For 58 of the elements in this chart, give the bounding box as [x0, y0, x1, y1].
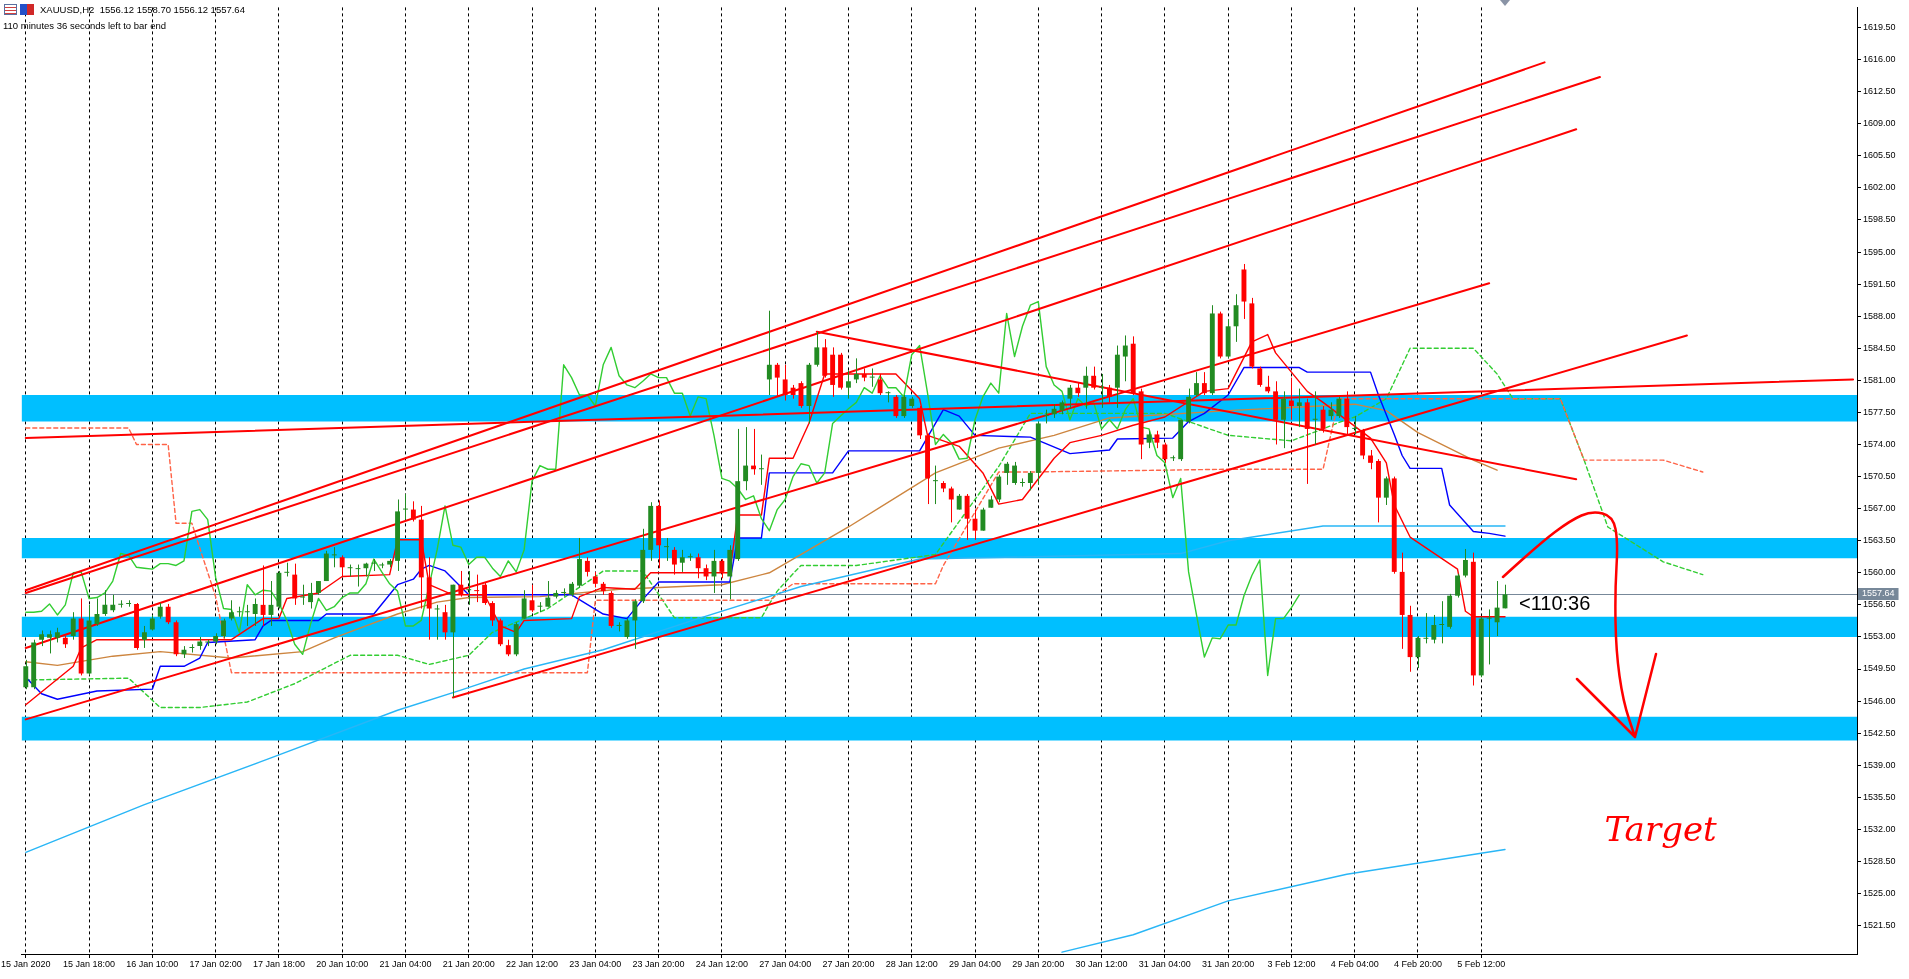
y-tick-label: 1528.50 — [1863, 855, 1896, 866]
y-tick-label: 1556.50 — [1863, 599, 1896, 610]
x-tick-label: 31 Jan 20:00 — [1202, 958, 1255, 969]
x-tick-label: 21 Jan 04:00 — [379, 958, 432, 969]
y-tick-label: 1563.50 — [1863, 535, 1896, 546]
x-tick-label: 24 Jan 12:00 — [695, 958, 748, 969]
y-tick-label: 1546.00 — [1863, 695, 1896, 706]
x-tick-label: 16 Jan 10:00 — [126, 958, 179, 969]
x-tick-label: 15 Jan 2020 — [1, 958, 51, 969]
y-tick-label: 1567.00 — [1863, 503, 1896, 514]
y-tick-label: 1574.00 — [1863, 438, 1896, 449]
y-tick-label: 1588.00 — [1863, 310, 1896, 321]
y-tick-label: 1612.50 — [1863, 86, 1896, 97]
y-tick-label: 1542.50 — [1863, 727, 1896, 738]
y-tick-label: 1602.00 — [1863, 182, 1896, 193]
chart-title: XAUUSD,H2 1556.12 1558.70 1556.12 1557.64 — [40, 4, 245, 15]
y-tick-label: 1584.50 — [1863, 342, 1896, 353]
y-tick-label: 1605.50 — [1863, 150, 1896, 161]
y-tick-label: 1535.50 — [1863, 791, 1896, 802]
x-tick-label: 28 Jan 12:00 — [885, 958, 938, 969]
x-tick-label: 4 Feb 04:00 — [1330, 958, 1379, 969]
y-tick-label: 1598.50 — [1863, 214, 1896, 225]
x-tick-label: 3 Feb 12:00 — [1267, 958, 1316, 969]
x-tick-label: 23 Jan 04:00 — [569, 958, 622, 969]
x-tick-label: 5 Feb 12:00 — [1457, 958, 1506, 969]
y-tick-label: 1609.00 — [1863, 118, 1896, 129]
x-tick-label: 31 Jan 04:00 — [1138, 958, 1191, 969]
ref-line-label: 1557.64 — [1862, 588, 1895, 599]
x-tick-label: 20 Jan 10:00 — [316, 958, 369, 969]
y-tick-label: 1539.00 — [1863, 759, 1896, 770]
y-tick-label: 1616.00 — [1863, 54, 1896, 65]
annotation: <110:36 — [1518, 591, 1591, 614]
y-tick-label: 1525.00 — [1863, 888, 1896, 898]
text: 110 minutes 36 seconds left to bar end — [3, 20, 167, 31]
x-tick-label: 17 Jan 02:00 — [189, 958, 242, 969]
y-tick-label: 1553.00 — [1863, 631, 1896, 642]
y-tick-label: 1595.00 — [1863, 246, 1896, 257]
x-tick-label: 29 Jan 04:00 — [948, 958, 1002, 969]
x-tick-label: 29 Jan 20:00 — [1012, 958, 1065, 969]
x-tick-label: 23 Jan 20:00 — [632, 958, 685, 969]
x-tick-label: 21 Jan 20:00 — [442, 958, 495, 969]
y-tick-label: 1549.50 — [1863, 663, 1896, 674]
x-tick-label: 17 Jan 18:00 — [252, 958, 305, 969]
y-tick-label: 1577.50 — [1863, 406, 1896, 417]
x-tick-label: 15 Jan 18:00 — [63, 958, 116, 969]
x-tick-label: 4 Feb 20:00 — [1393, 958, 1442, 969]
x-tick-label: 27 Jan 20:00 — [822, 958, 875, 969]
y-tick-label: 1619.50 — [1863, 22, 1896, 33]
y-tick-label: 1521.50 — [1863, 920, 1896, 931]
y-tick-label: 1591.50 — [1863, 278, 1896, 289]
y-tick-label: 1560.00 — [1863, 567, 1896, 578]
x-tick-label: 27 Jan 04:00 — [759, 958, 812, 969]
y-tick-label: 1581.00 — [1863, 374, 1896, 385]
x-tick-label: 30 Jan 12:00 — [1075, 958, 1128, 969]
x-tick-label: 22 Jan 12:00 — [506, 958, 559, 969]
annotation: Target — [1604, 808, 1718, 849]
y-tick-label: 1570.50 — [1863, 471, 1896, 482]
y-tick-label: 1532.00 — [1863, 823, 1896, 834]
